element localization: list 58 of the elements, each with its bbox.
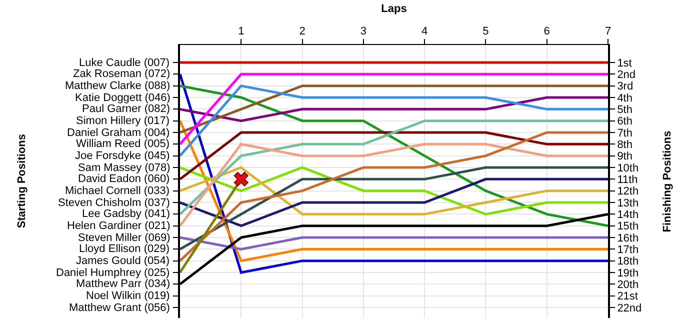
x-tick-label: 1 bbox=[238, 26, 244, 38]
y-tick-label: 7th bbox=[617, 127, 632, 140]
y-tick-label: 17th bbox=[617, 244, 639, 256]
text: Zak Roseman (072) bbox=[73, 68, 170, 80]
text: Helen Gardiner (021) bbox=[67, 220, 170, 232]
line-series bbox=[180, 120, 608, 216]
text: James Gould (054) bbox=[76, 255, 170, 267]
y-tick-label: 12th bbox=[617, 186, 639, 198]
y-axis-title: Finishing Positions bbox=[661, 130, 674, 232]
y-tick-label: 5th bbox=[617, 104, 632, 116]
y-tick-label: 18th bbox=[617, 256, 639, 268]
line-series bbox=[180, 166, 608, 216]
x-tick-label: 7 bbox=[604, 26, 612, 38]
x-tick-label: 6 bbox=[544, 26, 550, 38]
text: Michael Cornell (033) bbox=[65, 185, 170, 197]
y-tick-label: 1st bbox=[617, 57, 632, 70]
y-tick-label: 10th bbox=[617, 162, 639, 174]
y-tick-label: 9th bbox=[617, 150, 632, 163]
text: Luke Caudle (007) bbox=[79, 57, 170, 69]
text: Daniel Humphrey (025) bbox=[56, 267, 170, 279]
text: Steven Chisholm (037) bbox=[58, 197, 170, 209]
text: Lee Gadsby (041) bbox=[82, 208, 170, 220]
y-tick-label: 15th bbox=[617, 220, 639, 233]
text: Paul Garner (082) bbox=[82, 103, 170, 115]
y-tick-label: 21st bbox=[617, 290, 638, 303]
x-axis-title: Laps bbox=[381, 3, 407, 16]
line-series bbox=[180, 166, 608, 250]
y-tick-label: 22nd bbox=[617, 302, 642, 314]
y-tick-label: 14th bbox=[617, 209, 639, 222]
y-tick-label: 19th bbox=[617, 267, 639, 280]
text: Steven Miller (069) bbox=[78, 232, 170, 244]
x-tick-label: 5 bbox=[482, 26, 489, 38]
y-tick-label: 16th bbox=[617, 232, 639, 244]
text: Sam Massey (078) bbox=[78, 162, 170, 174]
y-tick-label: 8th bbox=[617, 139, 632, 152]
text: Noel Wilkin (019) bbox=[86, 290, 170, 302]
y-tick-label: 3rd bbox=[617, 80, 634, 93]
y-tick-label: 13th bbox=[617, 197, 639, 210]
x-tick-label: 4 bbox=[422, 26, 428, 38]
y-tick-label: 11th bbox=[617, 174, 638, 186]
text: Joe Forsdyke (045) bbox=[75, 150, 170, 162]
text: David Eadon (060) bbox=[78, 173, 170, 185]
x-tick-label: 2 bbox=[299, 26, 306, 38]
text: Katie Doggett (046) bbox=[75, 92, 170, 104]
text: Daniel Graham (004) bbox=[67, 127, 170, 139]
text: Simon Hillery (017) bbox=[76, 115, 170, 127]
line-series bbox=[180, 84, 608, 158]
x-tick-label: 3 bbox=[360, 26, 366, 38]
text: Matthew Grant (056) bbox=[69, 302, 170, 314]
y-tick-label: 4th bbox=[617, 92, 632, 104]
text: Matthew Parr (034) bbox=[76, 278, 170, 290]
text: Lloyd Ellison (029) bbox=[79, 243, 170, 255]
y-tick-label: 20th bbox=[617, 279, 639, 292]
y-tick-label: 2nd bbox=[617, 69, 636, 82]
text: Matthew Clarke (088) bbox=[65, 80, 170, 92]
y-tick-label: 6th bbox=[617, 116, 632, 128]
text: William Reed (005) bbox=[76, 138, 170, 150]
text: Starting Positions bbox=[16, 134, 28, 228]
